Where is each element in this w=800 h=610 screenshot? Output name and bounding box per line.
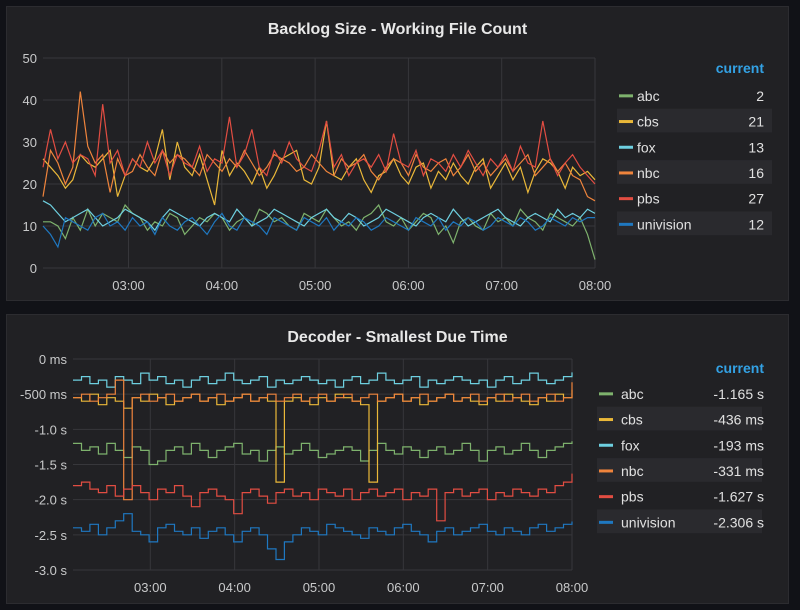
legend-swatch <box>619 120 633 124</box>
y-tick-label: -2.0 s <box>34 493 67 508</box>
legend-item-cbs[interactable]: cbs 21 <box>617 108 772 133</box>
y-tick-label: 30 <box>23 135 37 150</box>
legend-label: nbc <box>637 165 660 181</box>
y-tick-label: 20 <box>23 177 37 192</box>
chart-svg: 0 ms -500 ms -1.0 s -1.5 s -2.0 s -2.5 s -3.0 … <box>20 352 765 595</box>
legend-swatch <box>599 443 613 447</box>
y-tick-label: 0 ms <box>39 352 68 367</box>
y-tick-label: -2.5 s <box>34 528 67 543</box>
legend-swatch <box>619 222 633 226</box>
y-tick-label: 40 <box>23 93 37 108</box>
legend-item-pbs[interactable]: pbs -1.627 s <box>599 489 764 505</box>
legend-item-abc[interactable]: abc 2 <box>619 88 764 104</box>
x-tick-label: 04:00 <box>206 278 239 293</box>
legend-item-fox[interactable]: fox 13 <box>619 139 764 155</box>
legend-label: univision <box>621 514 675 530</box>
chart-title[interactable]: Decoder - Smallest Due Time <box>287 329 508 346</box>
legend-current-value: 21 <box>748 114 764 130</box>
legend-current-value: -1.627 s <box>713 489 764 505</box>
legend-label: cbs <box>637 114 659 130</box>
legend-item-univision[interactable]: univision 12 <box>617 211 772 236</box>
x-tick-label: 06:00 <box>387 580 420 595</box>
legend-item-pbs[interactable]: pbs 27 <box>619 191 764 207</box>
legend-item-fox[interactable]: fox -193 ms <box>599 437 764 453</box>
y-tick-label: -3.0 s <box>34 563 67 578</box>
chart-title[interactable]: Backlog Size - Working File Count <box>267 21 528 38</box>
legend-item-nbc[interactable]: nbc -331 ms <box>597 458 764 482</box>
legend-swatch <box>599 520 613 524</box>
y-tick-label: 10 <box>23 219 37 234</box>
legend-label: cbs <box>621 412 643 428</box>
x-tick-label: 06:00 <box>392 278 425 293</box>
legend-swatch <box>619 145 633 149</box>
y-tick-label: -500 ms <box>20 387 67 402</box>
x-tick-label: 07:00 <box>485 278 518 293</box>
legend-item-abc[interactable]: abc -1.165 s <box>599 386 764 402</box>
legend-current-value: -193 ms <box>713 437 764 453</box>
legend-swatch <box>599 418 613 422</box>
legend-swatch <box>599 469 613 473</box>
x-tick-label: 03:00 <box>134 580 167 595</box>
legend-row-bg <box>617 211 772 236</box>
legend-row-bg <box>617 160 772 184</box>
legend-current-value: 13 <box>748 139 764 155</box>
legend-item-nbc[interactable]: nbc 16 <box>617 160 772 184</box>
legend-current-value: 12 <box>748 216 764 232</box>
series-line-fox <box>42 200 596 232</box>
x-tick-label: 07:00 <box>471 580 504 595</box>
series-line-univision <box>73 513 573 561</box>
legend-current-value: 2 <box>756 88 764 104</box>
y-tick-label: -1.0 s <box>34 422 67 437</box>
legend-swatch <box>619 94 633 98</box>
legend-label: pbs <box>637 191 660 207</box>
legend-current-value: -2.306 s <box>713 514 764 530</box>
legend-current-value: -331 ms <box>713 463 764 479</box>
legend-label: abc <box>637 88 660 104</box>
panel-decoder-due-time: Decoder - Smallest Due Time 0 ms -500 ms -… <box>6 314 789 604</box>
x-tick-label: 05:00 <box>303 580 336 595</box>
x-tick-label: 08:00 <box>579 278 612 293</box>
legend-item-univision[interactable]: univision -2.306 s <box>597 509 764 534</box>
legend-swatch <box>599 392 613 396</box>
legend-label: pbs <box>621 489 644 505</box>
legend-row-bg <box>617 108 772 133</box>
legend-label: univision <box>637 216 691 232</box>
series-line-nbc <box>73 379 573 501</box>
legend-label: abc <box>621 386 644 402</box>
legend-current-value: -436 ms <box>713 412 764 428</box>
legend-current-value: 27 <box>748 191 764 207</box>
legend-row-bg <box>597 509 762 534</box>
series-line-pbs <box>73 473 573 522</box>
legend-swatch <box>599 495 613 499</box>
legend-label: fox <box>621 437 640 453</box>
series-line-fox <box>73 372 573 388</box>
series-line-nbc <box>42 91 596 202</box>
legend-label: nbc <box>621 463 644 479</box>
y-tick-label: -1.5 s <box>34 458 67 473</box>
x-tick-label: 05:00 <box>299 278 332 293</box>
series-line-cbs <box>73 389 573 483</box>
y-tick-label: 0 <box>30 261 37 276</box>
x-tick-label: 08:00 <box>556 580 589 595</box>
legend-swatch <box>619 171 633 175</box>
legend-label: fox <box>637 139 656 155</box>
legend-swatch <box>619 197 633 201</box>
series-line-univision <box>42 212 595 249</box>
x-tick-label: 04:00 <box>218 580 251 595</box>
panel-backlog-size: Backlog Size - Working File Count 50 40 30… <box>6 6 789 301</box>
legend-row-bg <box>597 458 762 482</box>
series-line-abc <box>73 441 573 466</box>
legend-header: current <box>716 60 765 76</box>
series-line-pbs <box>42 104 596 185</box>
legend-row-bg <box>597 406 762 431</box>
legend-current-value: 16 <box>748 165 764 181</box>
y-tick-label: 50 <box>23 51 37 66</box>
legend-current-value: -1.165 s <box>713 386 764 402</box>
x-tick-label: 03:00 <box>112 278 145 293</box>
chart-svg: 50 40 30 20 10 0 03:00 04:00 05:00 06:00 07:00 08:0… <box>23 51 772 293</box>
legend-item-cbs[interactable]: cbs -436 ms <box>597 406 764 431</box>
legend-header: current <box>716 360 765 376</box>
